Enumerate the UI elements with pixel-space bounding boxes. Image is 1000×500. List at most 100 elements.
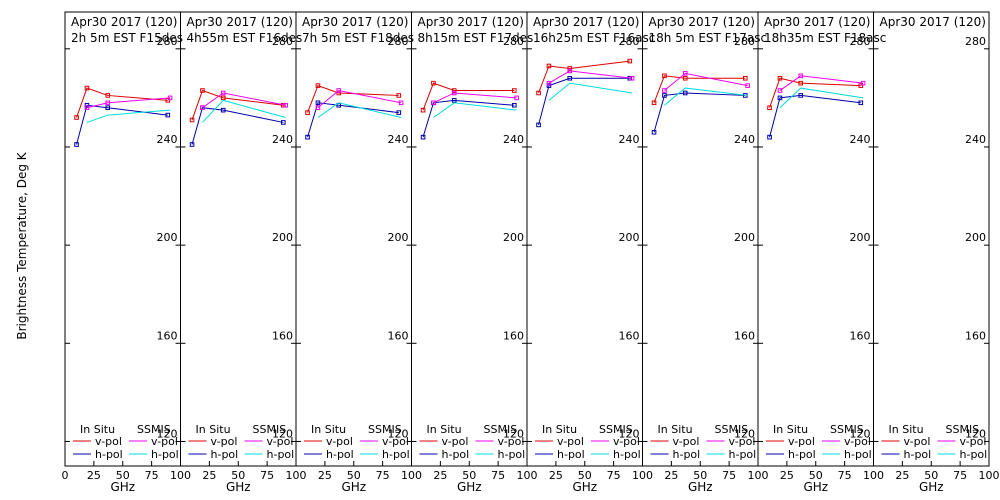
panel-time: 18h 5m EST F17asc [649,31,768,45]
legend-ssmis-v-label: v-pol [960,435,987,448]
in-situ-h-pol-point [767,134,772,140]
legend-in-situ-title: In Situ [889,423,924,436]
panel-date: Apr30 2017 (120) [187,15,293,29]
ssmis-v-pol-point [84,105,90,111]
in-situ-v-pol-point [105,93,111,98]
in-situ-v-pol-point [627,58,633,64]
ssmis-h-pol-line [202,99,286,123]
panel-date: Apr30 2017 (120) [649,15,755,29]
legend-in-situ-v-label: v-pol [442,435,469,448]
in-situ-h-pol-line [307,102,399,138]
legend-ssmis-h-label: h-pol [960,448,988,461]
y-tick-label: 160 [503,329,524,342]
x-tick-label: 25 [895,469,909,482]
in-situ-v-pol-point [546,63,552,69]
in-situ-v-pol-point [451,88,457,93]
in-situ-h-pol-point [105,105,111,111]
legend-ssmis-v-label: v-pol [498,435,525,448]
ssmis-v-pol-point [546,80,552,86]
legend-in-situ-v-label: v-pol [211,435,238,448]
in-situ-v-pol-point [858,83,864,88]
ssmis-h-pol-line [548,82,633,101]
in-situ-v-pol-line [307,84,399,113]
x-axis-label: GHz [457,480,482,494]
legend-in-situ-v-label: v-pol [326,435,353,448]
x-tick-label: 75 [376,469,390,482]
panel-8: Apr30 2017 (120) 120 160 200 240 280 25 50 75 100… [873,11,1000,494]
y-tick-label: 280 [272,35,293,48]
x-tick-label: 100 [863,469,884,482]
y-tick-label: 240 [388,133,409,146]
legend-in-situ-title: In Situ [196,423,231,436]
legend-in-situ-title: In Situ [658,423,693,436]
x-tick-label: 0 [62,469,69,482]
ssmis-h-pol-line [317,102,402,119]
panels: Apr30 2017 (120) 2h 5m EST F15des 120 160 20… [62,11,1000,494]
y-tick-label: 280 [388,35,409,48]
ssmis-v-pol-point [451,90,457,96]
in-situ-h-pol-point [189,142,195,147]
in-situ-v-pol-line [191,89,284,121]
in-situ-v-pol-point [798,80,804,86]
in-situ-v-pol-point [315,83,321,88]
in-situ-v-pol-line [422,82,515,111]
y-tick-label: 200 [272,231,293,244]
in-situ-v-pol-point [189,117,195,123]
panel-date: Apr30 2017 (120) [71,15,177,29]
ssmis-v-pol-point [431,100,436,106]
x-tick-label: 50 [347,469,361,482]
in-situ-v-pol-point [742,75,748,81]
legend-ssmis-title: SSMIS [137,423,171,436]
x-axis-label: GHz [919,480,944,494]
y-tick-label: 280 [734,35,755,48]
ssmis-h-pol-line [433,102,517,118]
legend-in-situ-title: In Situ [773,423,808,436]
in-situ-h-pol-line [191,107,284,145]
in-situ-h-pol-point [280,120,286,125]
ssmis-v-pol-point [167,95,173,101]
in-situ-h-pol-point [396,110,402,115]
x-tick-label: 75 [145,469,159,482]
y-tick-label: 120 [388,427,409,440]
panel-time: 4h55m EST F16des [187,31,303,45]
in-situ-h-pol-point [84,102,90,108]
y-tick-label: 120 [619,427,640,440]
y-tick-label: 200 [503,231,524,244]
y-tick-label: 160 [157,329,178,342]
in-situ-h-pol-point [315,100,321,106]
in-situ-v-pol-point [567,66,573,71]
in-situ-h-pol-line [538,77,630,126]
in-situ-v-pol-point [396,93,402,98]
ssmis-v-pol-point [567,68,573,74]
ssmis-h-pol-line [664,87,748,106]
ssmis-h-pol-line [779,87,864,109]
in-situ-h-pol-point [305,134,310,140]
legend-ssmis-h-label: h-pol [844,448,872,461]
y-tick-label: 200 [388,231,409,244]
ssmis-v-pol-point [745,83,750,88]
legend-in-situ-h-label: h-pol [673,448,701,461]
y-tick-label: 160 [965,329,986,342]
ssmis-v-pol-point [315,105,321,111]
x-axis-label: GHz [688,480,713,494]
in-situ-v-pol-point [536,90,541,96]
x-axis-label: GHz [226,480,251,494]
in-situ-h-pol-point [682,90,688,96]
y-tick-label: 240 [619,133,640,146]
panel-7: Apr30 2017 (120) 18h35m EST F18asc 120 160 2… [757,11,886,494]
in-situ-v-pol-line [653,75,746,103]
legend-in-situ-title: In Situ [80,423,115,436]
x-tick-label: 50 [231,469,245,482]
legend-ssmis-title: SSMIS [599,423,633,436]
legend-in-situ-v-label: v-pol [557,435,584,448]
y-tick-label: 280 [850,35,871,48]
legend-in-situ-h-label: h-pol [442,448,470,461]
in-situ-h-pol-point [536,122,541,128]
panel-time: 16h25m EST F16asc [533,31,655,45]
ssmis-v-pol-point [629,75,635,81]
ssmis-v-pol-point [200,105,205,111]
legend-in-situ-v-label: v-pol [904,435,931,448]
ssmis-v-pol-line [202,92,286,109]
in-situ-h-pol-line [422,99,515,138]
y-tick-label: 280 [503,35,524,48]
